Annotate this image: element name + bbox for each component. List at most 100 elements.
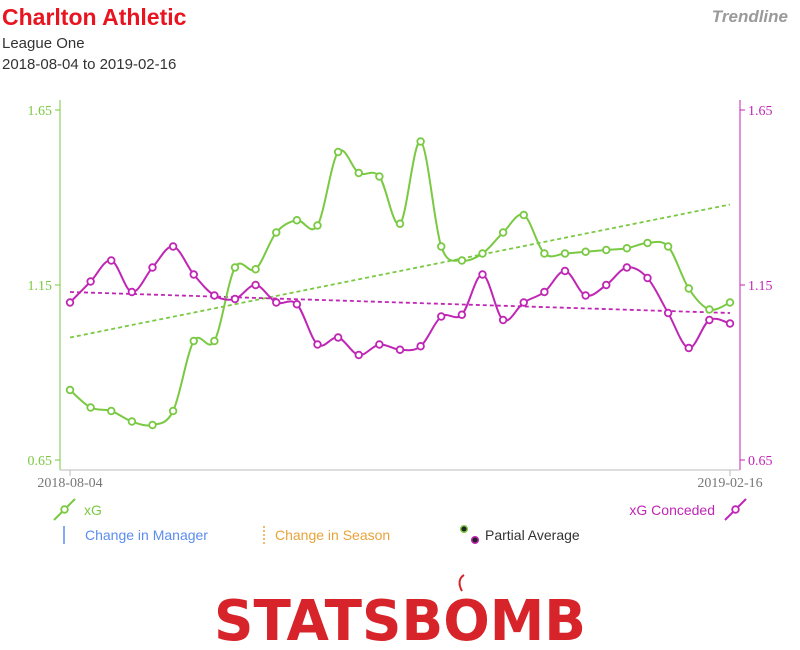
- xga-point: [478, 270, 487, 279]
- xga-point: [333, 333, 343, 342]
- xga-point: [375, 340, 384, 349]
- xga-point: [498, 315, 508, 325]
- right-y-tick-label: 0.65: [748, 454, 773, 469]
- xga-point: [519, 298, 528, 307]
- bomb-fuse: [458, 574, 465, 592]
- xga-point: [189, 270, 198, 279]
- partial-legend-xga-dot: [470, 535, 480, 545]
- xg-point: [168, 406, 178, 416]
- axes: 0.65 0.65 1.15 1.15 1.65 1.65 2018-08-04 2019-0…: [28, 100, 773, 491]
- xga-point: [457, 310, 467, 319]
- xg-point: [478, 249, 487, 258]
- xga-point: [540, 287, 549, 297]
- xga-line: [69, 245, 731, 357]
- xga-point: [65, 298, 75, 307]
- mode-label: Trendline: [711, 7, 788, 26]
- xga-trendline: [69, 291, 731, 314]
- xga-point: [292, 300, 302, 309]
- series-points: [65, 137, 735, 430]
- xga-legend-label: xG Conceded: [629, 502, 715, 518]
- xga-point: [313, 340, 322, 349]
- xga-point: [437, 312, 446, 321]
- team-title: Charlton Athletic: [2, 4, 187, 30]
- xg-point: [292, 216, 302, 225]
- xg-point: [663, 242, 673, 251]
- xg-point: [189, 336, 198, 346]
- xg-point: [272, 228, 281, 237]
- xg-point: [313, 221, 322, 230]
- left-y-tick-label: 1.15: [28, 279, 53, 294]
- xga-point: [251, 280, 260, 290]
- xg-point: [457, 256, 467, 265]
- xga-point: [622, 263, 632, 272]
- xg-point: [416, 137, 425, 146]
- xg-point: [725, 298, 735, 307]
- xga-point: [107, 256, 116, 265]
- xg-point: [375, 172, 384, 181]
- xga-point: [581, 291, 590, 300]
- x-start-label: 2018-08-04: [37, 476, 102, 491]
- xg-point: [148, 420, 157, 430]
- xg-point: [65, 385, 75, 395]
- xg-point: [251, 265, 260, 274]
- xga-point: [272, 298, 281, 307]
- xg-legend-point: [60, 505, 69, 514]
- league-label: League One: [2, 35, 85, 52]
- xg-point: [210, 336, 219, 346]
- xga-point: [127, 287, 137, 297]
- trendlines: [69, 203, 731, 339]
- xga-point: [602, 280, 611, 290]
- xg-point: [581, 247, 590, 256]
- xg-point: [684, 284, 693, 293]
- xga-point: [168, 242, 178, 251]
- xga-point: [354, 350, 363, 360]
- xg-line: [69, 140, 731, 427]
- xg-point: [354, 168, 363, 178]
- manager-legend-label: Change in Manager: [85, 527, 208, 543]
- partial-legend-label: Partial Average: [485, 527, 580, 543]
- xga-point: [684, 343, 693, 353]
- xg-point: [107, 406, 116, 416]
- series-lines: [69, 140, 731, 427]
- xga-point: [86, 277, 95, 286]
- xga-legend-point: [731, 505, 740, 514]
- xg-point: [498, 228, 508, 237]
- date-range-label: 2018-08-04 to 2019-02-16: [2, 56, 177, 73]
- xg-point: [86, 403, 95, 412]
- xga-point: [210, 291, 219, 300]
- xg-point: [230, 263, 240, 272]
- xg-point: [540, 249, 549, 258]
- right-y-tick-label: 1.65: [748, 104, 773, 119]
- xga-point: [643, 273, 652, 283]
- partial-legend-xg-dot: [459, 524, 469, 534]
- xga-point: [395, 345, 405, 354]
- xg-point: [395, 219, 405, 228]
- left-y-tick-label: 1.65: [28, 104, 53, 119]
- statsbomb-logo: STATSBOMB: [214, 574, 586, 650]
- xga-point: [725, 319, 735, 328]
- xg-point: [437, 242, 446, 251]
- xg-point: [643, 238, 652, 248]
- xg-point: [602, 245, 611, 255]
- statsbomb-wordmark: STATSBOMB: [214, 589, 586, 650]
- xga-point: [416, 342, 425, 351]
- xga-point: [230, 294, 240, 304]
- xga-point: [663, 308, 673, 318]
- left-y-tick-label: 0.65: [28, 454, 53, 469]
- right-y-tick-label: 1.15: [748, 279, 773, 294]
- xg-point: [705, 305, 714, 314]
- xg-point: [560, 249, 570, 258]
- xg-trendline: [69, 203, 731, 339]
- legend: xG xG Conceded Change in Manager Change in …: [53, 498, 747, 545]
- x-end-label: 2019-02-16: [697, 476, 762, 491]
- xg-point: [333, 147, 343, 157]
- xga-point: [148, 263, 157, 272]
- xg-legend-label: xG: [84, 502, 102, 518]
- xg-point: [127, 417, 137, 426]
- xg-point: [519, 210, 528, 220]
- season-legend-label: Change in Season: [275, 527, 390, 543]
- xg-point: [622, 244, 632, 253]
- xga-point: [705, 315, 714, 325]
- xga-point: [560, 266, 570, 276]
